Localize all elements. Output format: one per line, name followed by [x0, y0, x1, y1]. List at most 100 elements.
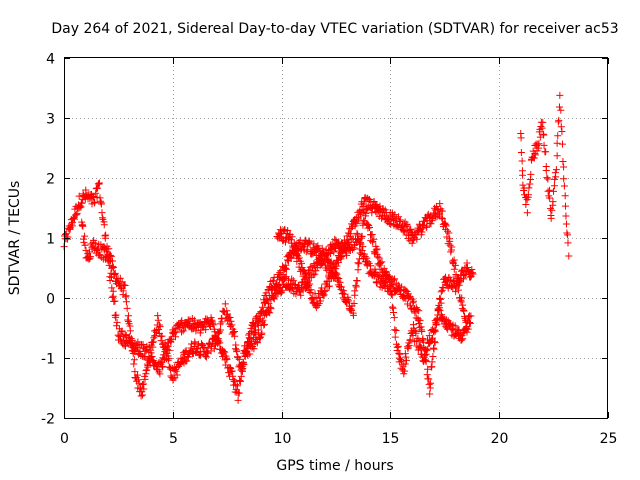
data-point-marker: [220, 308, 228, 316]
data-point-marker: [283, 256, 291, 264]
data-point-marker: [431, 338, 439, 346]
data-point-marker: [448, 243, 456, 251]
data-point-marker: [405, 341, 413, 349]
data-point-marker: [376, 259, 384, 267]
data-point-marker: [122, 292, 130, 300]
data-point-marker: [319, 292, 327, 300]
data-point-marker: [436, 200, 444, 208]
data-point-marker: [554, 132, 562, 140]
data-point-marker: [277, 267, 285, 275]
data-point-marker: [538, 124, 546, 132]
data-point-marker: [429, 352, 437, 360]
data-point-marker: [559, 140, 567, 148]
data-point-marker: [109, 264, 117, 272]
data-point-marker: [427, 337, 435, 345]
data-point-marker: [154, 312, 162, 320]
data-point-marker: [220, 347, 228, 355]
data-point-marker: [291, 245, 299, 253]
data-point-marker: [404, 343, 412, 351]
data-point-marker: [270, 294, 278, 302]
data-point-marker: [543, 174, 551, 182]
data-point-marker: [379, 275, 387, 283]
data-point-marker: [526, 180, 534, 188]
data-point-marker: [232, 385, 240, 393]
data-point-marker: [278, 286, 286, 294]
data-point-marker: [333, 262, 341, 270]
data-point-marker: [401, 350, 409, 358]
data-point-marker: [410, 326, 418, 334]
data-point-marker: [338, 252, 346, 260]
data-point-marker: [297, 291, 305, 299]
data-point-marker: [344, 293, 352, 301]
data-point-marker: [415, 220, 423, 228]
data-point-marker: [401, 360, 409, 368]
data-point-marker: [159, 362, 167, 370]
data-point-marker: [90, 236, 98, 244]
data-point-marker: [438, 214, 446, 222]
data-point-marker: [355, 255, 363, 263]
data-point-marker: [560, 175, 568, 183]
data-point-marker: [167, 365, 175, 373]
data-point-marker: [362, 195, 370, 203]
data-point-marker: [367, 262, 375, 270]
data-point-marker: [544, 175, 552, 183]
data-point-marker: [149, 343, 157, 351]
data-point-marker: [236, 377, 244, 385]
data-point-marker: [140, 385, 148, 393]
data-point-marker: [117, 328, 125, 336]
data-point-marker: [336, 278, 344, 286]
data-point-marker: [549, 198, 557, 206]
data-point-marker: [352, 283, 360, 291]
data-point-marker: [428, 358, 436, 366]
data-point-marker: [368, 231, 376, 239]
data-point-marker: [458, 294, 466, 302]
data-point-marker: [420, 338, 428, 346]
data-point-marker: [462, 318, 470, 326]
data-point-marker: [562, 220, 570, 228]
data-point-marker: [372, 246, 380, 254]
data-point-marker: [442, 316, 450, 324]
data-point-marker: [557, 123, 565, 131]
data-point-marker: [350, 299, 358, 307]
data-point-marker: [78, 199, 86, 207]
data-point-marker: [395, 213, 403, 221]
data-point-marker: [524, 191, 532, 199]
data-point-marker: [416, 342, 424, 350]
data-point-marker: [141, 352, 149, 360]
data-point-marker: [217, 326, 225, 334]
data-point-marker: [381, 278, 389, 286]
x-tick-label: 25: [600, 431, 618, 447]
data-point-marker: [154, 316, 162, 324]
data-point-marker: [378, 258, 386, 266]
data-point-marker: [522, 200, 530, 208]
data-point-marker: [540, 131, 548, 139]
data-point-marker: [322, 287, 330, 295]
data-point-marker: [155, 321, 163, 329]
data-point-marker: [530, 154, 538, 162]
data-point-marker: [464, 325, 472, 333]
data-point-marker: [423, 346, 431, 354]
data-point-marker: [429, 334, 436, 342]
data-point-marker: [258, 329, 266, 337]
data-point-marker: [260, 320, 268, 328]
data-point-marker: [431, 327, 439, 335]
data-point-marker: [237, 372, 245, 380]
data-point-marker: [317, 297, 325, 305]
data-point-marker: [287, 254, 295, 262]
data-point-marker: [403, 356, 411, 364]
data-point-marker: [302, 273, 310, 281]
data-point-marker: [349, 311, 357, 319]
data-point-marker: [91, 198, 99, 206]
data-point-marker: [353, 229, 361, 237]
data-point-marker: [424, 365, 432, 373]
data-point-marker: [231, 332, 239, 340]
data-point-marker: [210, 345, 218, 353]
data-point-marker: [415, 307, 423, 315]
data-point-marker: [561, 192, 569, 200]
data-point-marker: [282, 265, 290, 273]
y-tick-label: 3: [46, 112, 55, 128]
data-point-marker: [444, 227, 452, 235]
data-point-marker: [558, 127, 566, 135]
data-point-marker: [363, 254, 371, 262]
